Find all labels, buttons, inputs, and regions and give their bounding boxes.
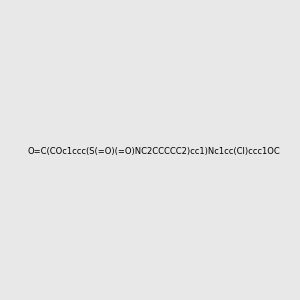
Text: O=C(COc1ccc(S(=O)(=O)NC2CCCCC2)cc1)Nc1cc(Cl)ccc1OC: O=C(COc1ccc(S(=O)(=O)NC2CCCCC2)cc1)Nc1cc… bbox=[27, 147, 280, 156]
